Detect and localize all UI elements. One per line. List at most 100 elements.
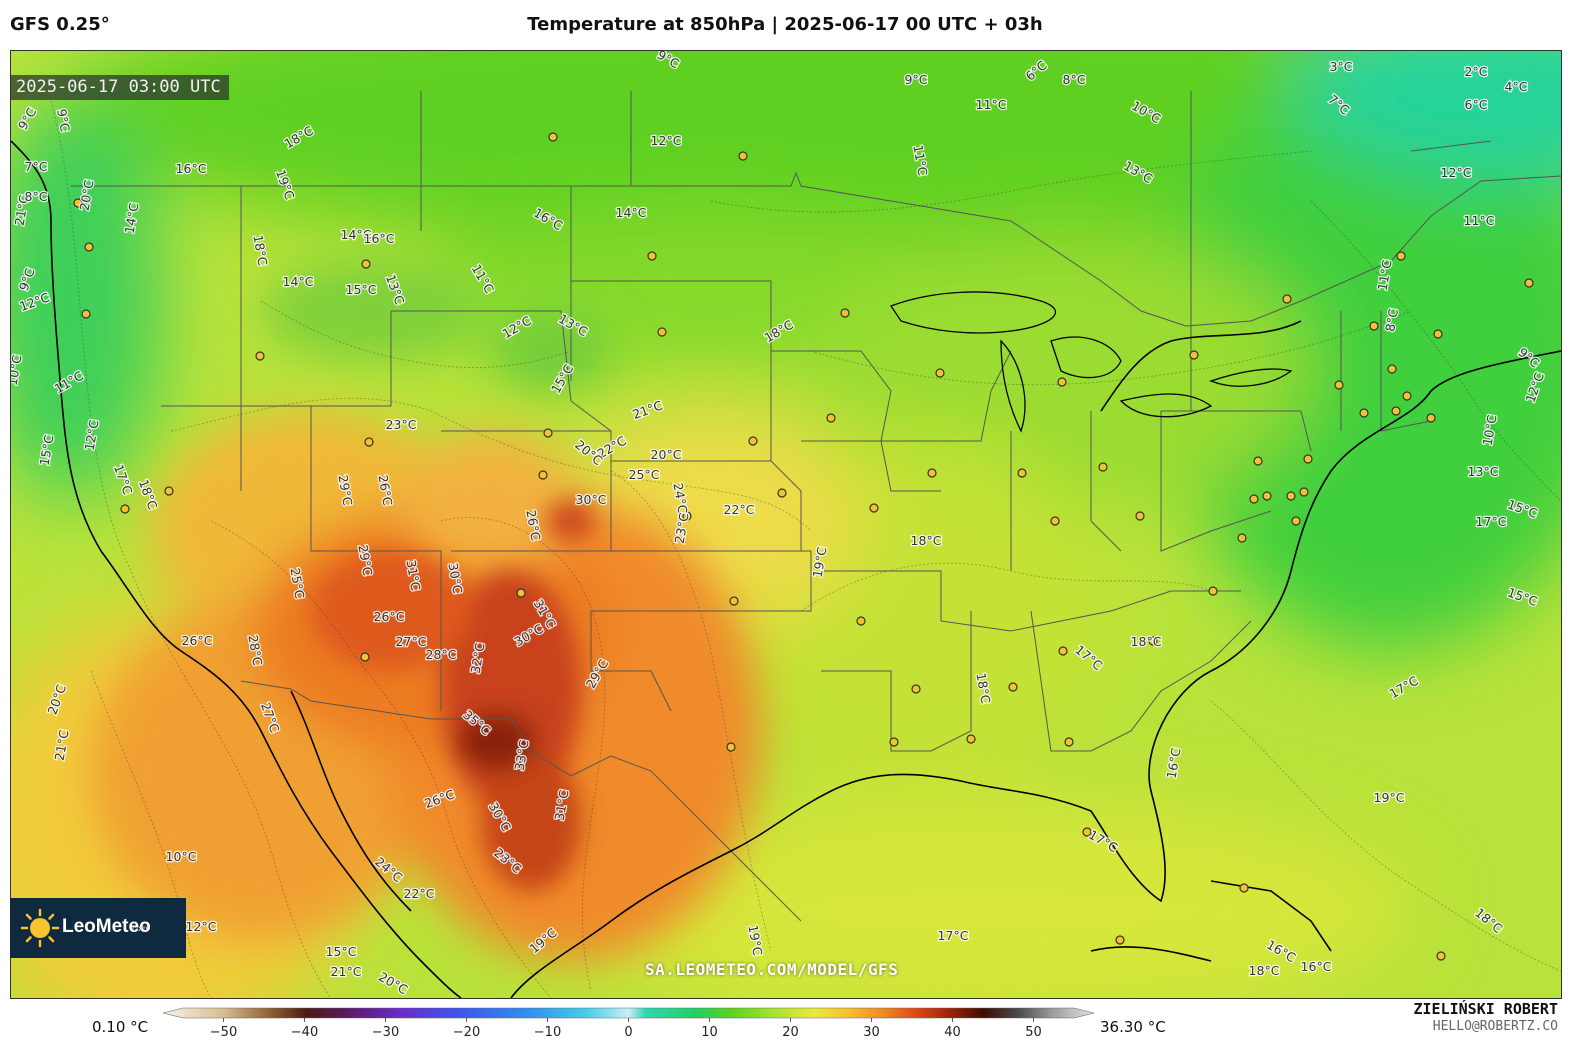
isotherm-label: 28°C: [426, 647, 457, 662]
city-marker[interactable]: [1249, 494, 1259, 504]
isotherm-label: 14°C: [283, 274, 314, 289]
city-marker[interactable]: [1391, 406, 1401, 416]
city-marker[interactable]: [1208, 586, 1218, 596]
city-marker[interactable]: [1286, 491, 1296, 501]
city-marker[interactable]: [361, 259, 371, 269]
city-marker[interactable]: [364, 437, 374, 447]
city-marker[interactable]: [869, 503, 879, 513]
city-marker[interactable]: [1253, 456, 1263, 466]
isotherm-label: 3°C: [1330, 59, 1353, 74]
city-marker[interactable]: [1064, 737, 1074, 747]
colorbar-tick-label: −20: [453, 1025, 480, 1040]
sun-icon: [20, 908, 60, 948]
isotherm-label: 14°C: [616, 205, 647, 220]
city-marker[interactable]: [657, 327, 667, 337]
political-borders: [71, 91, 1561, 922]
isotherm-label: 23°C: [386, 417, 417, 432]
city-marker[interactable]: [935, 368, 945, 378]
city-marker[interactable]: [516, 588, 526, 598]
isotherm-label: 20°C: [77, 178, 97, 211]
isotherm-label: 9°C: [54, 108, 73, 133]
city-marker[interactable]: [1237, 533, 1247, 543]
city-marker[interactable]: [1008, 682, 1018, 692]
city-marker[interactable]: [1299, 487, 1309, 497]
city-marker[interactable]: [1017, 468, 1027, 478]
isotherm-label: 16°C: [1301, 959, 1332, 974]
temperature-field: [11, 51, 1561, 998]
city-marker[interactable]: [1359, 408, 1369, 418]
city-marker[interactable]: [1239, 883, 1249, 893]
city-marker[interactable]: [1396, 251, 1406, 261]
city-marker[interactable]: [647, 251, 657, 261]
city-marker[interactable]: [255, 351, 265, 361]
city-marker[interactable]: [1291, 516, 1301, 526]
city-marker[interactable]: [1369, 321, 1379, 331]
author-email: HELLO@ROBERTZ.CO: [1432, 1019, 1558, 1034]
city-marker[interactable]: [889, 737, 899, 747]
city-marker[interactable]: [1189, 350, 1199, 360]
city-marker[interactable]: [1082, 827, 1092, 837]
isotherm-label: 26°C: [523, 509, 543, 542]
city-marker[interactable]: [826, 413, 836, 423]
city-marker[interactable]: [84, 242, 94, 252]
city-marker[interactable]: [927, 468, 937, 478]
city-marker[interactable]: [748, 436, 758, 446]
city-marker[interactable]: [1282, 294, 1292, 304]
city-marker[interactable]: [1050, 516, 1060, 526]
isotherm-label: 11°C: [976, 97, 1007, 112]
temperature-map[interactable]: 3°C 2°C 4°C 6°C 7°C 8°C 9°C 6°C 9°C 11°C 10°C 13°C 1…: [10, 50, 1562, 999]
city-marker[interactable]: [360, 652, 370, 662]
city-marker[interactable]: [1115, 935, 1125, 945]
city-marker[interactable]: [1098, 462, 1108, 472]
city-marker[interactable]: [682, 511, 692, 521]
city-marker[interactable]: [1262, 491, 1272, 501]
isotherm-label: 8°C: [25, 189, 48, 204]
city-marker[interactable]: [1402, 391, 1412, 401]
city-marker[interactable]: [1148, 636, 1158, 646]
isotherm-label: 18°C: [1131, 634, 1162, 649]
isotherm-label: 18°C: [250, 234, 270, 267]
city-marker[interactable]: [856, 616, 866, 626]
city-marker[interactable]: [164, 486, 174, 496]
city-marker[interactable]: [777, 488, 787, 498]
city-marker[interactable]: [1303, 454, 1313, 464]
city-marker[interactable]: [538, 470, 548, 480]
isotherm-label: 17°C: [938, 928, 969, 943]
colorbar-tick-label: −50: [210, 1025, 237, 1040]
city-marker[interactable]: [738, 151, 748, 161]
city-marker[interactable]: [726, 742, 736, 752]
city-marker[interactable]: [1426, 413, 1436, 423]
city-marker[interactable]: [1058, 646, 1068, 656]
model-name: GFS 0.25°: [10, 14, 110, 35]
city-marker[interactable]: [1135, 511, 1145, 521]
city-marker[interactable]: [966, 734, 976, 744]
city-marker[interactable]: [1436, 951, 1446, 961]
great-lakes: [890, 291, 1293, 433]
city-marker[interactable]: [543, 428, 553, 438]
city-marker[interactable]: [1057, 377, 1067, 387]
leometeo-logo[interactable]: LeoMeteo .com: [10, 898, 186, 958]
city-marker[interactable]: [120, 504, 130, 514]
isotherm-label: 18°C: [911, 533, 942, 548]
isotherm-label: 4°C: [1505, 79, 1528, 94]
city-marker[interactable]: [840, 308, 850, 318]
isotherm-label: 12°C: [82, 418, 102, 451]
isotherm-label: 19°C: [810, 545, 830, 578]
logo-text: LeoMeteo: [62, 916, 151, 937]
city-marker[interactable]: [1334, 380, 1344, 390]
city-marker[interactable]: [548, 132, 558, 142]
city-marker[interactable]: [1387, 364, 1397, 374]
city-marker[interactable]: [1433, 329, 1443, 339]
isotherm-label: 26°C: [182, 633, 213, 648]
colorbar-tick-label: −10: [534, 1025, 561, 1040]
city-marker[interactable]: [81, 309, 91, 319]
city-marker[interactable]: [73, 198, 83, 208]
city-marker[interactable]: [911, 684, 921, 694]
city-markers: [73, 132, 1534, 961]
isotherm-label: 22°C: [404, 886, 435, 901]
map-title: Temperature at 850hPa | 2025-06-17 00 UT…: [527, 14, 1043, 35]
city-marker[interactable]: [729, 596, 739, 606]
isotherm-label: 11°C: [910, 144, 930, 177]
isotherm-lines: [50, 100, 1561, 998]
city-marker[interactable]: [1524, 278, 1534, 288]
